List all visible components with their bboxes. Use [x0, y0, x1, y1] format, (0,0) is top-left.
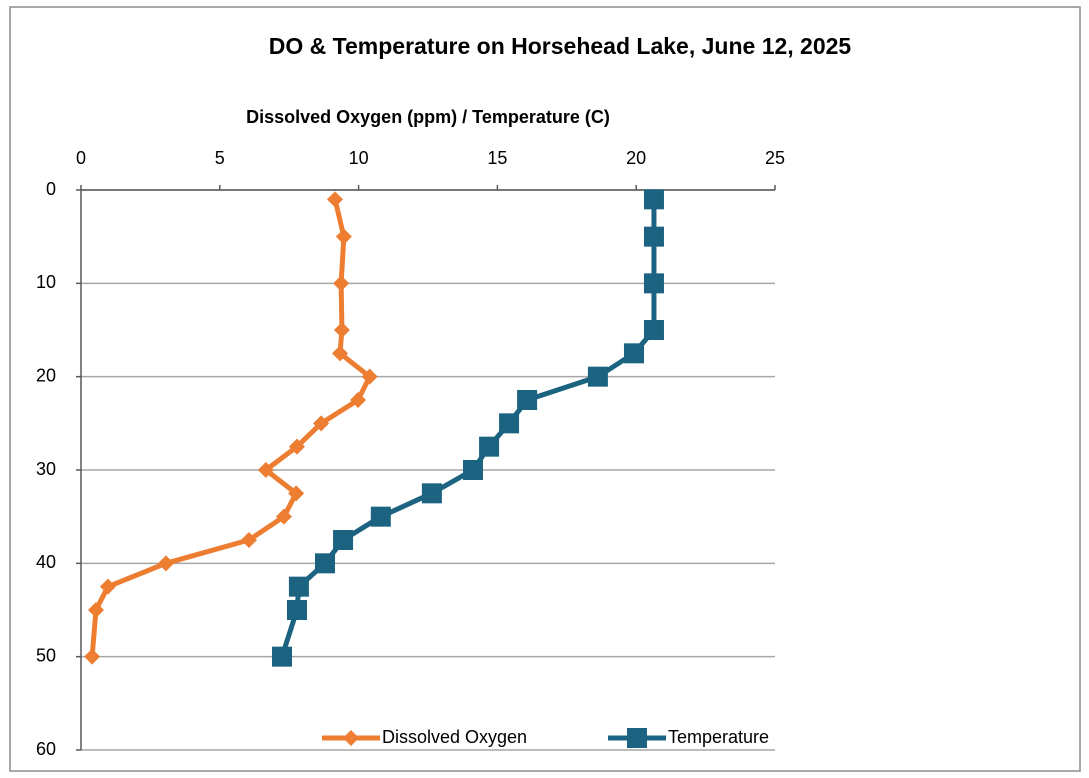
data-point [643, 320, 664, 340]
chart-frame [9, 6, 1081, 772]
data-point [288, 485, 305, 502]
data-point [421, 483, 442, 504]
data-point [517, 390, 538, 410]
data-point [361, 368, 378, 385]
data-point [333, 275, 350, 292]
legend-label: Temperature [668, 727, 769, 747]
data-point [288, 438, 305, 455]
data-point [240, 532, 257, 548]
x-tick-label: 5 [215, 148, 225, 168]
y-tick-label: 30 [36, 459, 56, 479]
legend-marker [627, 728, 647, 748]
data-point [99, 578, 116, 595]
data-point [157, 555, 174, 572]
data-point [643, 273, 664, 294]
data-point [275, 508, 292, 525]
data-point [587, 366, 608, 387]
data-point [333, 322, 350, 338]
data-point [370, 506, 391, 527]
data-point [643, 189, 664, 210]
data-point [288, 576, 309, 597]
x-axis-title: Dissolved Oxygen (ppm) / Temperature (C) [246, 107, 610, 127]
y-tick-label: 0 [46, 179, 56, 199]
data-point [623, 343, 644, 364]
x-tick-label: 10 [349, 148, 369, 168]
data-point [84, 648, 101, 665]
x-tick-label: 15 [487, 148, 507, 168]
data-point [332, 345, 349, 362]
y-tick-label: 40 [36, 552, 56, 572]
legend-marker [343, 730, 359, 746]
y-tick-label: 20 [36, 365, 56, 385]
chart-title: DO & Temperature on Horsehead Lake, June… [269, 33, 852, 59]
y-tick-label: 50 [36, 645, 56, 665]
legend-label: Dissolved Oxygen [382, 727, 527, 747]
data-point [499, 413, 520, 434]
x-tick-label: 20 [626, 148, 646, 168]
y-tick-label: 10 [36, 272, 56, 292]
y-tick-label: 60 [36, 739, 56, 759]
data-point [333, 530, 354, 550]
data-point [286, 600, 307, 620]
x-tick-label: 25 [765, 148, 785, 168]
data-point [479, 436, 500, 457]
x-tick-label: 0 [76, 148, 86, 168]
data-point [462, 460, 483, 480]
data-point [350, 392, 367, 408]
data-point [335, 228, 352, 245]
data-point [87, 602, 104, 618]
data-point [315, 553, 336, 574]
data-point [271, 646, 292, 667]
data-point [327, 191, 344, 208]
data-point [257, 462, 274, 478]
data-point [313, 415, 330, 432]
data-point [643, 226, 664, 247]
